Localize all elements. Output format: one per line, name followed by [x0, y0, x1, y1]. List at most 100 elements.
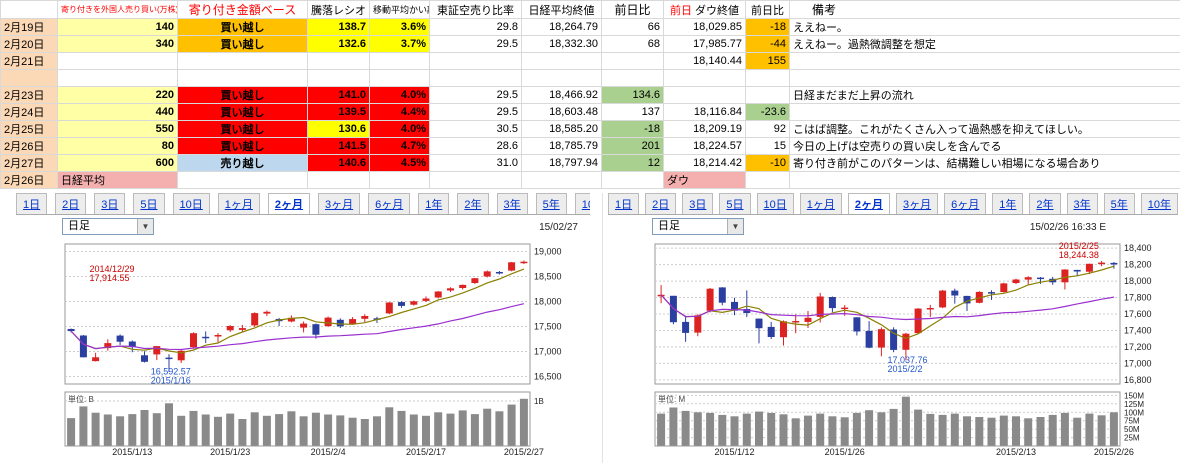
cell[interactable]: 4.7%: [370, 138, 430, 155]
cell[interactable]: 今日の上げは空売りの買い戻しを含んでる: [790, 138, 1180, 155]
cell[interactable]: -44: [746, 36, 790, 53]
cell[interactable]: 140: [58, 19, 178, 36]
cell[interactable]: こはば調整。これがたくさん入って過熱感を抑えてほしい。: [790, 121, 1180, 138]
cell[interactable]: [308, 70, 370, 87]
cell[interactable]: 4.0%: [370, 87, 430, 104]
cell[interactable]: 売り越し: [178, 155, 308, 172]
cell[interactable]: [522, 70, 602, 87]
cell[interactable]: [790, 70, 1180, 87]
date-cell[interactable]: 2月26日: [1, 138, 58, 155]
cell[interactable]: 買い越し: [178, 19, 308, 36]
timeframe-select[interactable]: 日足 ▼: [62, 218, 154, 235]
period-tab-2ヶ月[interactable]: 2ヶ月: [268, 193, 310, 214]
cell[interactable]: 買い越し: [178, 87, 308, 104]
column-header[interactable]: [1, 1, 58, 19]
cell[interactable]: 日経平均: [58, 172, 178, 189]
cell[interactable]: 寄り付き前がこのパターンは、結構難しい相場になる場合あり: [790, 155, 1180, 172]
column-header[interactable]: 寄り付き金額ベース: [178, 1, 308, 19]
cell[interactable]: [746, 70, 790, 87]
chevron-down-icon[interactable]: ▼: [727, 219, 743, 234]
cell[interactable]: ええねー。過熱微調整を想定: [790, 36, 1180, 53]
cell[interactable]: 3.6%: [370, 19, 430, 36]
period-tab-1日[interactable]: 1日: [608, 193, 639, 214]
cell[interactable]: 600: [58, 155, 178, 172]
cell[interactable]: 29.5: [430, 87, 522, 104]
cell[interactable]: [664, 87, 746, 104]
period-tab-3日[interactable]: 3日: [94, 193, 125, 214]
date-cell[interactable]: 2月21日: [1, 53, 58, 70]
cell[interactable]: [522, 172, 602, 189]
cell[interactable]: 4.4%: [370, 104, 430, 121]
cell[interactable]: [58, 53, 178, 70]
cell[interactable]: 130.6: [308, 121, 370, 138]
period-tab-10日[interactable]: 10日: [757, 193, 794, 214]
cell[interactable]: 155: [746, 53, 790, 70]
cell[interactable]: [178, 53, 308, 70]
date-cell[interactable]: 2月25日: [1, 121, 58, 138]
cell[interactable]: 92: [746, 121, 790, 138]
cell[interactable]: 220: [58, 87, 178, 104]
date-cell[interactable]: 2月20日: [1, 36, 58, 53]
column-header[interactable]: 備考: [790, 1, 1180, 19]
cell[interactable]: 買い越し: [178, 121, 308, 138]
cell[interactable]: 29.5: [430, 104, 522, 121]
cell[interactable]: 18,140.44: [664, 53, 746, 70]
cell[interactable]: 66: [602, 19, 664, 36]
timeframe-select[interactable]: 日足 ▼: [652, 218, 744, 235]
cell[interactable]: 440: [58, 104, 178, 121]
cell[interactable]: 18,209.19: [664, 121, 746, 138]
period-tab-1ヶ月[interactable]: 1ヶ月: [800, 193, 842, 214]
cell[interactable]: 4.0%: [370, 121, 430, 138]
cell[interactable]: 139.5: [308, 104, 370, 121]
cell[interactable]: [430, 53, 522, 70]
period-tab-1年[interactable]: 1年: [992, 193, 1023, 214]
period-tab-1日[interactable]: 1日: [16, 193, 47, 214]
period-tab-3年[interactable]: 3年: [1067, 193, 1098, 214]
date-cell[interactable]: [1, 70, 58, 87]
cell[interactable]: 140.6: [308, 155, 370, 172]
period-tab-1ヶ月[interactable]: 1ヶ月: [218, 193, 260, 214]
cell[interactable]: 201: [602, 138, 664, 155]
period-tab-1年[interactable]: 1年: [418, 193, 449, 214]
cell[interactable]: 550: [58, 121, 178, 138]
column-header[interactable]: 前日比: [746, 1, 790, 19]
cell[interactable]: [790, 104, 1180, 121]
period-tab-5日[interactable]: 5日: [719, 193, 750, 214]
cell[interactable]: 18,029.85: [664, 19, 746, 36]
cell[interactable]: 18,585.20: [522, 121, 602, 138]
cell[interactable]: 18,116.84: [664, 104, 746, 121]
date-cell[interactable]: 2月27日: [1, 155, 58, 172]
period-tab-3ヶ月[interactable]: 3ヶ月: [318, 193, 360, 214]
cell[interactable]: ええねー。: [790, 19, 1180, 36]
cell[interactable]: [746, 172, 790, 189]
period-tab-6ヶ月[interactable]: 6ヶ月: [368, 193, 410, 214]
cell[interactable]: [370, 172, 430, 189]
cell[interactable]: 買い越し: [178, 104, 308, 121]
date-cell[interactable]: 2月24日: [1, 104, 58, 121]
cell[interactable]: 18,466.92: [522, 87, 602, 104]
period-tab-2年[interactable]: 2年: [457, 193, 488, 214]
cell[interactable]: [430, 172, 522, 189]
cell[interactable]: 134.6: [602, 87, 664, 104]
column-header[interactable]: 寄り付きを外国人売り買い(万株): [58, 1, 178, 19]
cell[interactable]: 340: [58, 36, 178, 53]
cell[interactable]: 15: [746, 138, 790, 155]
period-tab-2日[interactable]: 2日: [645, 193, 676, 214]
cell[interactable]: 141.0: [308, 87, 370, 104]
cell[interactable]: 4.5%: [370, 155, 430, 172]
cell[interactable]: 31.0: [430, 155, 522, 172]
cell[interactable]: 28.6: [430, 138, 522, 155]
period-tab-10年[interactable]: 10年: [1141, 193, 1178, 214]
period-tab-3ヶ月[interactable]: 3ヶ月: [896, 193, 938, 214]
cell[interactable]: [746, 87, 790, 104]
cell[interactable]: 80: [58, 138, 178, 155]
cell[interactable]: 141.5: [308, 138, 370, 155]
column-header[interactable]: 移動平均かい離: [370, 1, 430, 19]
cell[interactable]: 買い越し: [178, 36, 308, 53]
chevron-down-icon[interactable]: ▼: [137, 219, 153, 234]
date-cell[interactable]: 2月23日: [1, 87, 58, 104]
cell[interactable]: -23.6: [746, 104, 790, 121]
column-header[interactable]: 前日比: [602, 1, 664, 19]
cell[interactable]: 132.6: [308, 36, 370, 53]
